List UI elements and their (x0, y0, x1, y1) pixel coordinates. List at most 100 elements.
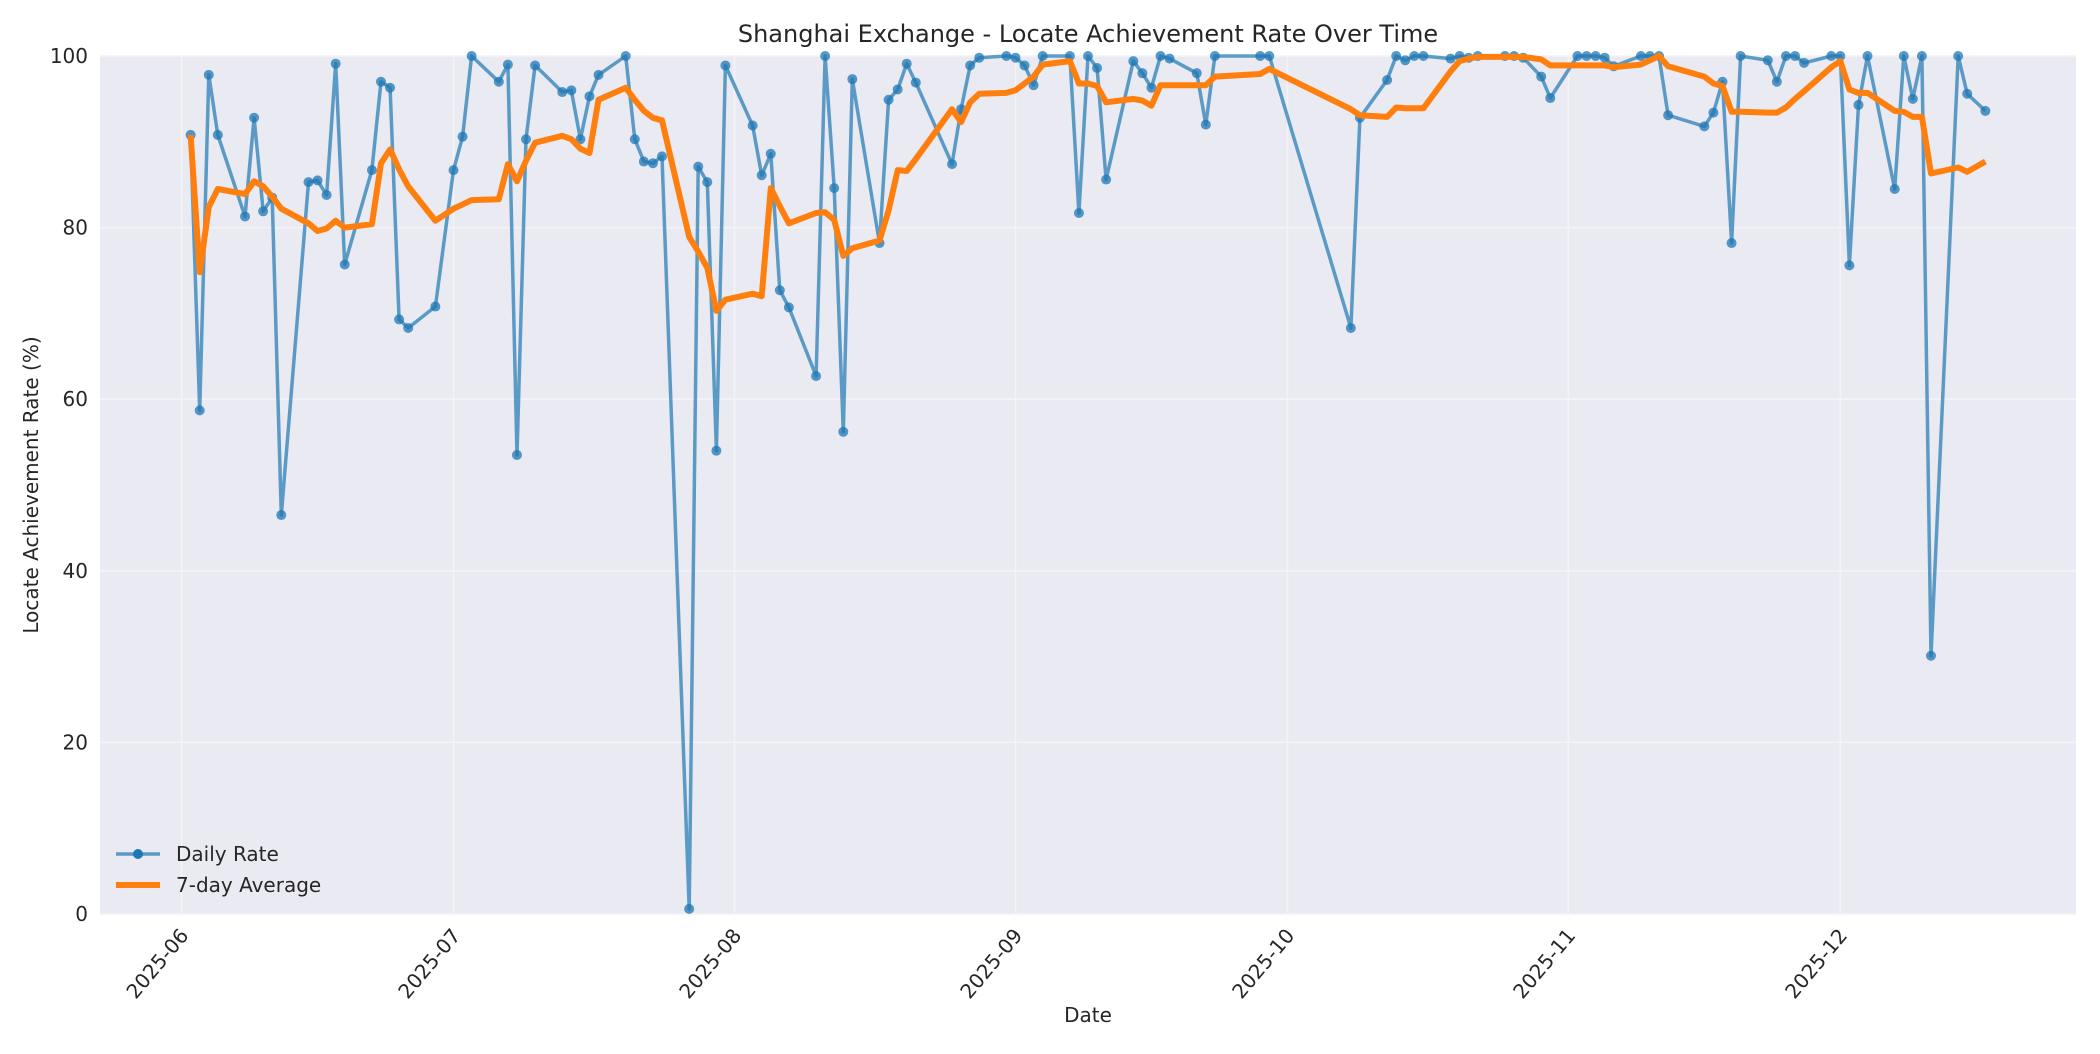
data-point (1590, 51, 1601, 61)
data-point (693, 161, 704, 172)
data-point (684, 903, 695, 914)
y-tick-label: 100 (50, 44, 88, 68)
y-tick-label: 80 (63, 216, 88, 240)
data-point (1536, 71, 1547, 82)
data-point (312, 175, 323, 186)
data-point (1826, 51, 1837, 61)
data-point (1771, 76, 1782, 87)
data-point (829, 183, 840, 194)
data-point (593, 69, 604, 80)
data-point (321, 189, 332, 200)
data-point (1862, 51, 1873, 61)
data-point (1907, 93, 1918, 104)
data-point (1835, 51, 1846, 61)
x-tick-label: 2025-09 (955, 924, 1027, 1003)
data-point (756, 170, 767, 181)
data-point (638, 156, 649, 167)
data-point (448, 165, 459, 176)
data-point (339, 259, 350, 270)
data-point (194, 405, 205, 416)
data-point (1572, 51, 1583, 61)
data-point (1953, 51, 1964, 61)
marker-icon (133, 849, 143, 859)
data-point (1925, 650, 1936, 661)
data-point (493, 76, 504, 87)
data-point (1073, 208, 1084, 219)
data-point (1209, 51, 1220, 61)
data-point (1037, 51, 1048, 61)
data-point (258, 206, 269, 217)
data-point (511, 449, 522, 460)
data-point (1028, 80, 1039, 91)
data-point (1264, 51, 1275, 61)
data-point (765, 148, 776, 159)
data-point (1635, 51, 1646, 61)
series-daily-rate (185, 51, 1991, 914)
data-point (1663, 110, 1674, 121)
data-point (1726, 238, 1737, 249)
data-point (811, 371, 822, 382)
data-point (557, 87, 568, 98)
data-point (330, 58, 341, 69)
data-point (947, 159, 958, 170)
data-point (647, 158, 658, 169)
data-point (1844, 260, 1855, 271)
data-point (783, 302, 794, 313)
x-axis-ticks: 2025-06 2025-07 2025-08 2025-09 2025-10 2025-… (121, 924, 1852, 1003)
data-point (1790, 51, 1801, 61)
data-point (1445, 53, 1456, 64)
data-point (1799, 57, 1810, 68)
data-point (1345, 322, 1356, 333)
data-point (711, 445, 722, 456)
data-point (629, 134, 640, 145)
data-point (1409, 51, 1420, 61)
data-point (910, 77, 921, 88)
data-point (1128, 56, 1139, 67)
data-point (747, 120, 758, 131)
data-point (1699, 121, 1710, 132)
data-point (430, 301, 441, 312)
x-tick-label: 2025-12 (1780, 924, 1852, 1003)
series-7-day-average (187, 53, 1987, 314)
x-tick-label: 2025-07 (393, 924, 465, 1003)
chart-title: Shanghai Exchange - Locate Achievement R… (738, 20, 1438, 48)
data-point (1092, 63, 1103, 74)
data-point (901, 58, 912, 69)
data-point (276, 510, 287, 521)
data-point (385, 82, 396, 93)
legend-item-daily-rate: Daily Rate (116, 842, 279, 866)
y-tick-label: 0 (75, 902, 88, 926)
legend-label-7-day-average: 7-day Average (176, 873, 321, 897)
data-point (1382, 75, 1393, 86)
data-point (820, 51, 831, 61)
data-point (965, 60, 976, 71)
data-point (1735, 51, 1746, 61)
data-point (240, 211, 251, 222)
data-point (1400, 55, 1411, 66)
data-point (303, 177, 314, 188)
y-tick-label: 20 (63, 730, 88, 754)
data-point (847, 74, 858, 85)
data-point (1101, 174, 1112, 185)
data-point (1155, 51, 1166, 61)
data-point (521, 134, 532, 145)
data-point (502, 59, 513, 70)
data-point (584, 91, 595, 102)
data-point (1898, 51, 1909, 61)
x-tick-label: 2025-06 (121, 924, 193, 1003)
legend: Daily Rate 7-day Average (116, 842, 321, 897)
x-axis-label: Date (1064, 1003, 1112, 1027)
y-tick-label: 60 (63, 387, 88, 411)
data-point (974, 52, 985, 63)
data-point (1545, 93, 1556, 104)
series-layer (185, 51, 1991, 914)
data-point (1599, 52, 1610, 63)
data-point (774, 285, 785, 296)
data-point (720, 60, 731, 71)
data-point (1962, 88, 1973, 99)
data-point (1137, 68, 1148, 79)
data-point (620, 51, 631, 61)
data-point (203, 69, 214, 80)
